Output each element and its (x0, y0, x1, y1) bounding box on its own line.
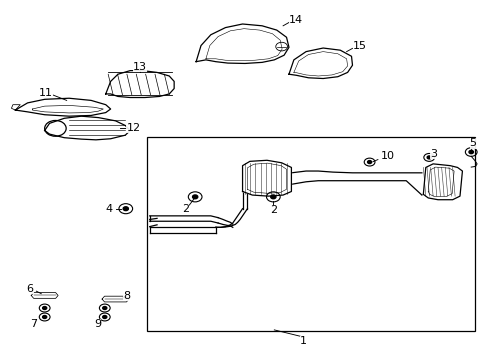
Text: 10: 10 (381, 151, 395, 161)
Circle shape (193, 195, 198, 199)
Text: 11: 11 (39, 88, 52, 98)
Text: 9: 9 (94, 319, 101, 329)
Text: 8: 8 (123, 291, 130, 301)
Circle shape (271, 195, 276, 199)
Polygon shape (423, 164, 463, 200)
Circle shape (469, 150, 473, 154)
Circle shape (123, 207, 128, 211)
Polygon shape (106, 71, 174, 98)
Circle shape (43, 315, 47, 319)
Circle shape (103, 306, 107, 310)
Text: 2: 2 (270, 206, 277, 216)
Polygon shape (15, 98, 111, 116)
Polygon shape (102, 296, 129, 302)
Polygon shape (243, 160, 292, 196)
Circle shape (368, 161, 371, 163)
Polygon shape (45, 116, 130, 140)
Text: 6: 6 (26, 284, 33, 294)
Polygon shape (31, 293, 58, 298)
Text: 7: 7 (30, 319, 37, 329)
Circle shape (43, 306, 47, 310)
Circle shape (427, 156, 431, 159)
Polygon shape (196, 24, 289, 63)
Text: 12: 12 (126, 123, 141, 133)
Text: 13: 13 (133, 62, 147, 72)
Bar (147, 137, 475, 330)
Text: 4: 4 (106, 204, 113, 214)
Text: 5: 5 (470, 139, 477, 148)
Text: 3: 3 (431, 149, 438, 159)
Circle shape (103, 315, 107, 319)
Text: 2: 2 (182, 204, 189, 215)
Text: 1: 1 (300, 336, 307, 346)
Text: 14: 14 (289, 15, 303, 26)
Text: 15: 15 (353, 41, 367, 51)
Polygon shape (289, 48, 352, 78)
